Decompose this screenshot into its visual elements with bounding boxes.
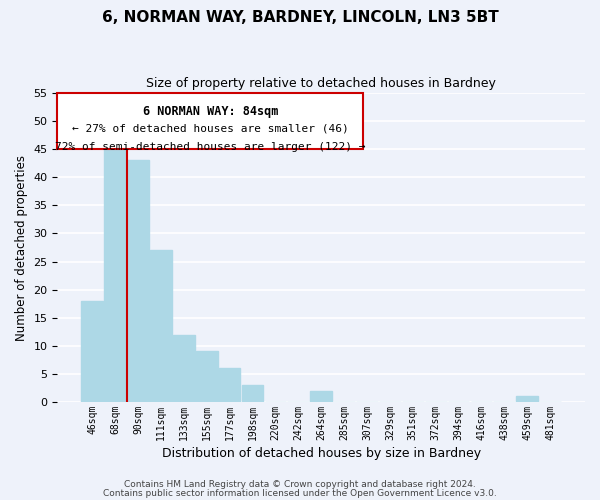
Bar (196, 352, 218, 402)
Text: ← 27% of detached houses are smaller (46): ← 27% of detached houses are smaller (46… (72, 124, 349, 134)
Title: Size of property relative to detached houses in Bardney: Size of property relative to detached ho… (146, 78, 496, 90)
Bar (127, 160, 149, 402)
Bar (82, 301, 103, 402)
Text: 72% of semi-detached houses are larger (122) →: 72% of semi-detached houses are larger (… (55, 142, 365, 152)
Bar (310, 391, 332, 402)
Bar (150, 250, 172, 402)
Text: 6, NORMAN WAY, BARDNEY, LINCOLN, LN3 5BT: 6, NORMAN WAY, BARDNEY, LINCOLN, LN3 5BT (101, 10, 499, 25)
X-axis label: Distribution of detached houses by size in Bardney: Distribution of detached houses by size … (161, 447, 481, 460)
Y-axis label: Number of detached properties: Number of detached properties (15, 154, 28, 340)
Text: Contains HM Land Registry data © Crown copyright and database right 2024.: Contains HM Land Registry data © Crown c… (124, 480, 476, 489)
Bar (517, 396, 538, 402)
Bar (242, 385, 263, 402)
Text: Contains public sector information licensed under the Open Government Licence v3: Contains public sector information licen… (103, 488, 497, 498)
FancyBboxPatch shape (58, 93, 364, 148)
Bar (104, 144, 126, 402)
Bar (219, 368, 241, 402)
Text: 6 NORMAN WAY: 84sqm: 6 NORMAN WAY: 84sqm (143, 106, 278, 118)
Bar (173, 334, 195, 402)
